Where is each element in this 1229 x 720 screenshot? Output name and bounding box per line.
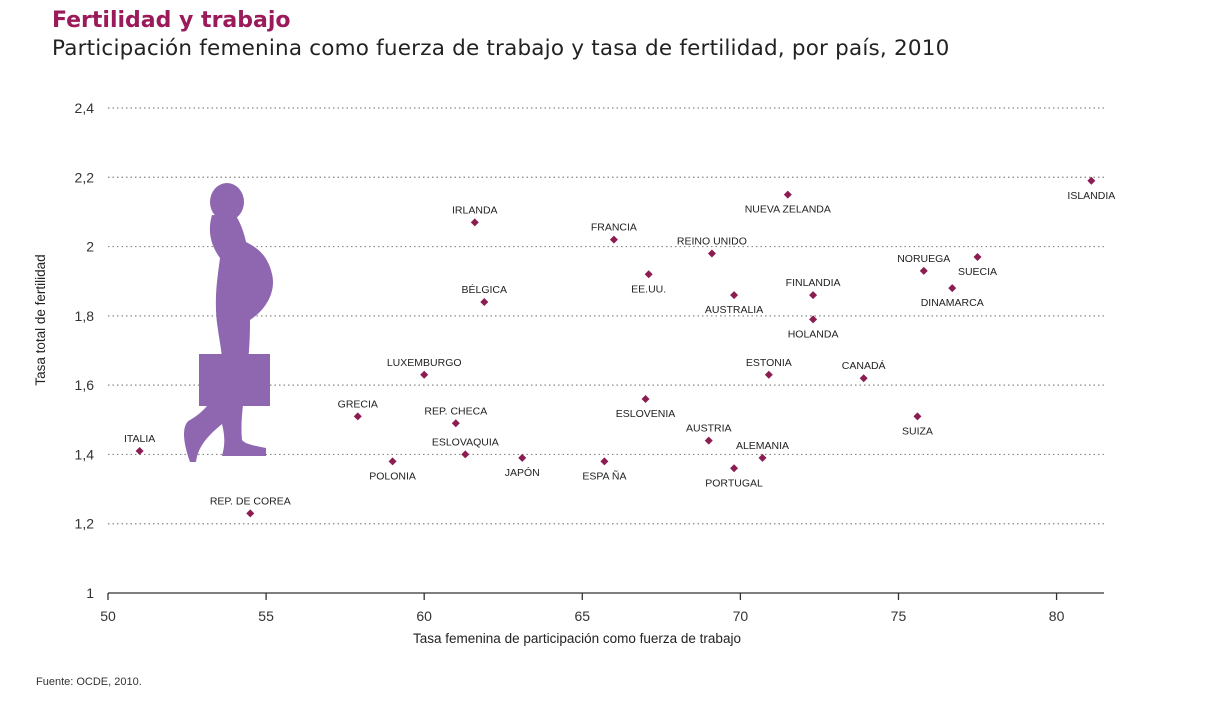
- data-point: [919, 266, 928, 275]
- point-label: EE.UU.: [631, 283, 666, 295]
- source-note: Fuente: OCDE, 2010.: [36, 676, 142, 688]
- body-shape: [184, 215, 274, 462]
- data-point: [707, 249, 716, 258]
- point-label: ESPA ÑA: [582, 469, 626, 482]
- axes: 1 1,2 1,4 1,6 1,8 2 2,2 2,4 50 55 60 65 70 75 80: [75, 100, 1104, 624]
- point-label: NUEVA ZELANDA: [745, 204, 831, 216]
- data-point: [480, 298, 489, 306]
- point-label: IRLANDA: [452, 204, 498, 216]
- point-label: REP. CHECA: [424, 405, 487, 417]
- point-label: FINLANDIA: [786, 277, 841, 289]
- point-label: DINAMARCA: [921, 297, 984, 309]
- data-point: [388, 457, 397, 466]
- data-point: [644, 270, 653, 279]
- x-tick-label: 80: [1049, 608, 1065, 624]
- point-label: HOLANDA: [788, 328, 839, 340]
- data-point: [609, 235, 618, 244]
- point-label: AUSTRIA: [686, 423, 732, 435]
- point-label: ESLOVAQUIA: [432, 436, 499, 448]
- y-tick-label: 2: [86, 239, 94, 255]
- point-label: ISLANDIA: [1067, 190, 1115, 202]
- y-tick-label: 1: [86, 585, 94, 601]
- point-label: REINO UNIDO: [677, 236, 747, 248]
- x-tick-label: 65: [574, 608, 590, 624]
- data-point: [783, 190, 792, 199]
- data-point: [246, 509, 255, 518]
- point-label: ITALIA: [124, 433, 155, 445]
- data-point: [600, 457, 609, 466]
- pregnant-woman-silhouette-icon: [184, 183, 274, 462]
- point-label: REP. DE COREA: [210, 495, 291, 507]
- data-point: [461, 450, 470, 459]
- data-point: [913, 412, 922, 421]
- data-point: [758, 453, 767, 462]
- data-point: [420, 370, 429, 379]
- data-point: [135, 446, 144, 455]
- data-point: [948, 284, 957, 293]
- point-label: FRANCIA: [591, 222, 637, 234]
- data-point: [353, 412, 362, 421]
- x-tick-label: 50: [100, 608, 116, 624]
- data-point: [451, 419, 460, 428]
- data-point: [704, 436, 713, 445]
- data-point: [518, 453, 527, 462]
- y-tick-label: 2,2: [75, 169, 95, 185]
- point-label: AUSTRALIA: [705, 304, 763, 316]
- data-point: [1087, 176, 1096, 185]
- point-label: POLONIA: [369, 470, 416, 482]
- point-label: SUIZA: [902, 425, 933, 437]
- point-label: ALEMANIA: [736, 440, 789, 452]
- chart-subtitle: Participación femenina como fuerza de tr…: [52, 36, 950, 61]
- chart-title: Fertilidad y trabajo: [52, 8, 291, 33]
- y-tick-label: 1,4: [75, 446, 95, 462]
- point-label: LUXEMBURGO: [387, 357, 462, 369]
- point-label: SUECIA: [958, 266, 997, 278]
- x-tick-label: 55: [258, 608, 274, 624]
- data-point: [641, 395, 650, 403]
- data-point: [764, 370, 773, 379]
- data-points: ISLANDIA NUEVA ZELANDA IRLANDA FRANCIA REINO…: [124, 176, 1115, 518]
- point-label: PORTUGAL: [705, 477, 763, 489]
- y-tick-label: 1,2: [75, 516, 95, 532]
- y-axis-title: Tasa total de fertilidad: [33, 254, 48, 385]
- data-point: [730, 291, 739, 300]
- data-point: [973, 252, 982, 261]
- data-point: [859, 374, 868, 383]
- y-tick-label: 1,8: [75, 308, 95, 324]
- data-point: [730, 464, 739, 473]
- y-tick-label: 1,6: [75, 377, 95, 393]
- point-label: BÉLGICA: [462, 283, 508, 296]
- y-tick-label: 2,4: [75, 100, 95, 116]
- point-label: ESTONIA: [746, 357, 792, 369]
- data-point: [809, 315, 818, 324]
- point-label: ESLOVENIA: [616, 408, 676, 420]
- x-axis-title: Tasa femenina de participación como fuer…: [413, 631, 741, 646]
- data-point: [809, 291, 818, 300]
- x-tick-label: 75: [891, 608, 907, 624]
- x-tick-label: 60: [416, 608, 432, 624]
- x-tick-label: 70: [733, 608, 749, 624]
- point-label: NORUEGA: [897, 253, 950, 265]
- point-label: GRECIA: [338, 398, 378, 410]
- point-label: JAPÓN: [505, 466, 540, 479]
- data-point: [470, 218, 479, 227]
- head-shape: [210, 183, 244, 221]
- point-label: CANADÁ: [842, 359, 886, 372]
